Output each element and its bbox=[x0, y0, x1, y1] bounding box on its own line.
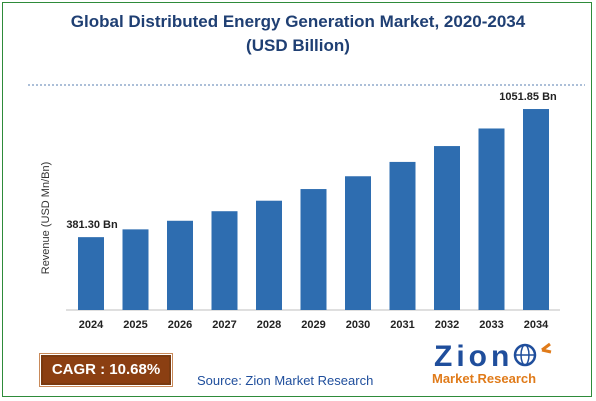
x-tick-label-2029: 2029 bbox=[301, 319, 325, 331]
bar-2029 bbox=[300, 189, 327, 310]
cagr-badge: CAGR : 10.68% bbox=[39, 353, 173, 387]
x-tick-label-2024: 2024 bbox=[79, 319, 104, 331]
bar-2033 bbox=[478, 128, 505, 310]
bar-2026 bbox=[167, 220, 193, 310]
title-line-1: Global Distributed Energy Generation Mar… bbox=[70, 12, 526, 31]
x-tick-label-2026: 2026 bbox=[168, 319, 192, 331]
chart-title: Global Distributed Energy Generation Mar… bbox=[0, 10, 596, 58]
bar-2024 bbox=[78, 237, 104, 310]
x-tick-label-2033: 2033 bbox=[479, 319, 503, 331]
x-tick-label-2028: 2028 bbox=[257, 319, 281, 331]
bar-2027 bbox=[211, 211, 238, 310]
data-label-2034: 1051.85 Bn bbox=[499, 91, 557, 103]
y-axis-label: Revenue (USD Mn/Bn) bbox=[40, 162, 52, 275]
x-tick-label-2032: 2032 bbox=[435, 319, 459, 331]
bar-2034 bbox=[523, 109, 549, 310]
bar-2025 bbox=[122, 229, 149, 310]
bar-2031 bbox=[389, 161, 416, 310]
logo-zion-text: Zion bbox=[434, 340, 513, 373]
title-line-2: (USD Billion) bbox=[246, 36, 350, 55]
zion-logo: Zion Market.Research bbox=[432, 340, 552, 386]
x-tick-label-2025: 2025 bbox=[123, 319, 147, 331]
bar-2032 bbox=[434, 146, 460, 310]
logo-market-research-text: Market.Research bbox=[432, 371, 536, 386]
source-text: Source: Zion Market Research bbox=[197, 373, 374, 388]
x-tick-label-2027: 2027 bbox=[212, 319, 236, 331]
x-tick-label-2034: 2034 bbox=[524, 319, 549, 331]
x-tick-label-2030: 2030 bbox=[346, 319, 370, 331]
bar-2030 bbox=[345, 176, 371, 310]
data-label-2024: 381.30 Bn bbox=[66, 219, 118, 231]
bar-2028 bbox=[256, 200, 282, 310]
x-tick-label-2031: 2031 bbox=[390, 319, 414, 331]
